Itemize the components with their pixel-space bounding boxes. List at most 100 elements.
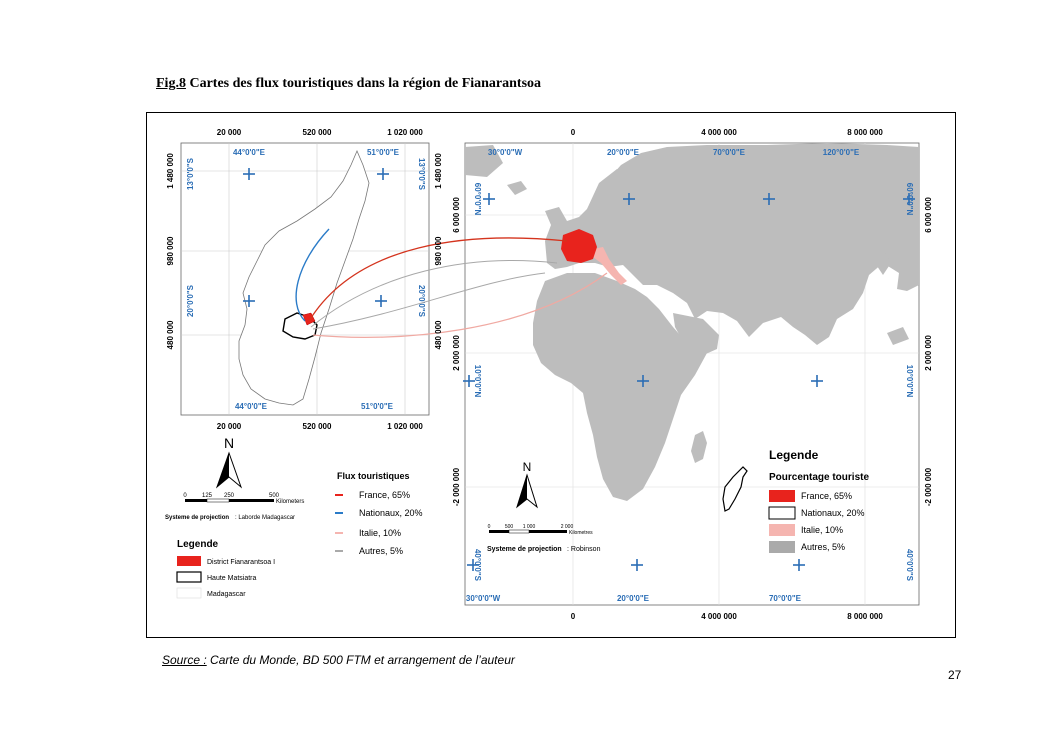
left-y-tick: 980 000 — [166, 236, 175, 265]
right-scale-tick: 500 — [505, 524, 514, 530]
legend-madagascar-icon — [722, 466, 748, 512]
map-figure: 20 000 520 000 1 020 000 20 000 520 000 … — [146, 112, 956, 638]
flow-autres-2 — [312, 272, 546, 330]
right-scale-tick: 0 — [488, 524, 491, 530]
right-lon-label: 20°0'0"E — [607, 148, 640, 157]
right-scale-bar: 0 500 1 000 2 000 Kilometres Systeme de … — [487, 524, 601, 553]
right-legend-item: Nationaux, 20% — [801, 508, 865, 518]
figure-title-text: Cartes des flux touristiques dans la rég… — [185, 76, 542, 91]
right-lon-label: 30°0'0"W — [466, 594, 501, 603]
left-lon-label: 44°0'0"E — [235, 402, 268, 411]
left-projection-value: : Laborde Madagascar — [235, 515, 295, 521]
left-scale-tick: 125 — [202, 493, 213, 499]
source-text: Carte du Monde, BD 500 FTM et arrangemen… — [206, 653, 515, 667]
right-lon-label: 30°0'0"W — [488, 148, 523, 157]
left-scale-tick: 0 — [183, 493, 187, 499]
right-x-tick-bottom: 0 — [571, 612, 576, 621]
land-eurasia — [545, 143, 919, 345]
right-x-tick-top: 8 000 000 — [847, 128, 883, 137]
left-x-tick-top: 1 020 000 — [387, 128, 423, 137]
right-projection-value: : Robinson — [567, 546, 601, 553]
left-graticule-crosses — [243, 168, 389, 307]
legend-swatch-italie — [769, 524, 795, 536]
italy-fill — [593, 247, 627, 285]
flux-legend-item: France, 65% — [359, 490, 410, 500]
legend-swatch-nationaux — [768, 506, 796, 520]
north-label: N — [224, 435, 234, 451]
right-y-tick: 6 000 000 — [924, 197, 933, 233]
mid-y-tick: 980 000 — [434, 236, 443, 265]
right-y-tick: -2 000 000 — [924, 467, 933, 506]
flow-france — [308, 237, 568, 322]
right-legend-item: France, 65% — [801, 491, 852, 501]
left-legend-title: Legende — [177, 539, 219, 550]
left-x-tick-bottom: 1 020 000 — [387, 422, 423, 431]
right-lon-label: 120°0'0"E — [823, 148, 860, 157]
flux-legend-title: Flux touristiques — [337, 471, 410, 481]
left-lon-label: 51°0'0"E — [361, 402, 394, 411]
right-lat-label: 40°0'0"S — [473, 549, 482, 582]
right-legend-item: Autres, 5% — [801, 542, 845, 552]
left-lat-label: 13°0'0"S — [417, 158, 426, 191]
right-scale-unit: Kilometres — [569, 530, 593, 536]
left-north-arrow: N — [215, 435, 243, 489]
right-lat-label: 60°0'0"N — [905, 183, 914, 216]
right-x-tick-top: 4 000 000 — [701, 128, 737, 137]
france-fill — [561, 229, 597, 263]
left-x-tick-bottom: 520 000 — [303, 422, 332, 431]
left-lat-label: 20°0'0"S — [186, 284, 195, 317]
flow-nationaux — [295, 228, 330, 322]
madagascar-outline — [238, 149, 370, 406]
right-x-tick-bottom: 8 000 000 — [847, 612, 883, 621]
left-legend-item: District Fianarantsoa I — [207, 559, 275, 566]
left-legend-item: Madagascar — [207, 591, 246, 598]
figure-title: Fig.8 Cartes des flux touristiques dans … — [156, 76, 541, 92]
right-graticule-crosses — [463, 193, 915, 571]
flux-legend: Flux touristiques France, 65% Nationaux,… — [335, 471, 423, 556]
right-legend-item: Italie, 10% — [801, 525, 843, 535]
right-lat-label: 10°0'0"N — [473, 365, 482, 398]
right-lat-label: 40°0'0"S — [905, 549, 914, 582]
right-x-tick-bottom: 4 000 000 — [701, 612, 737, 621]
right-y-tick: -2 000 000 — [452, 467, 461, 506]
flux-legend-item: Nationaux, 20% — [359, 508, 423, 518]
left-legend-item: Haute Matsiatra — [207, 575, 257, 582]
right-scale-tick: 2 000 — [561, 524, 574, 530]
right-lat-label: 10°0'0"N — [905, 365, 914, 398]
left-x-tick-top: 520 000 — [303, 128, 332, 137]
source-label: Source : — [162, 653, 207, 667]
left-lon-label: 44°0'0"E — [233, 148, 266, 157]
legend-swatch-autres — [769, 541, 795, 553]
left-lon-label: 51°0'0"E — [367, 148, 400, 157]
legend-swatch-district — [177, 556, 201, 566]
right-lon-label: 20°0'0"E — [617, 594, 650, 603]
left-lat-label: 13°0'0"S — [186, 157, 195, 190]
flow-autres — [310, 260, 558, 328]
flux-legend-item: Autres, 5% — [359, 546, 403, 556]
legend-swatch-france — [769, 490, 795, 502]
legend-swatch-madagascar — [176, 587, 202, 599]
flow-italie — [312, 272, 608, 339]
right-lat-label: 60°0'0"N — [473, 183, 482, 216]
right-legend-title: Legende — [769, 448, 819, 462]
right-projection-label: Systeme de projection — [487, 546, 562, 553]
left-projection-label: Systeme de projection — [165, 515, 229, 521]
right-y-tick: 2 000 000 — [452, 335, 461, 371]
left-map: 20 000 520 000 1 020 000 20 000 520 000 … — [166, 128, 430, 431]
legend-swatch-haute-matsiatra — [176, 571, 202, 583]
land-africa — [533, 273, 707, 501]
mid-y-tick: 480 000 — [434, 320, 443, 349]
right-legend: Legende Pourcentage touriste France, 65%… — [722, 448, 869, 553]
right-north-arrow: N — [516, 460, 538, 509]
right-lon-label: 70°0'0"E — [713, 148, 746, 157]
right-y-tick: 6 000 000 — [452, 197, 461, 233]
left-scale-bar: 0 125 250 500 Kilometers Systeme de proj… — [165, 493, 304, 521]
north-label: N — [523, 460, 532, 474]
source-caption: Source : Carte du Monde, BD 500 FTM et a… — [162, 653, 515, 667]
right-map: 0 4 000 000 8 000 000 0 4 000 000 8 000 … — [308, 128, 933, 621]
flux-legend-item: Italie, 10% — [359, 528, 401, 538]
map-figure-svg: 20 000 520 000 1 020 000 20 000 520 000 … — [165, 128, 933, 621]
left-scale-tick: 500 — [269, 493, 280, 499]
right-scale-tick: 1 000 — [523, 524, 536, 530]
left-lat-label: 20°0'0"S — [417, 285, 426, 318]
